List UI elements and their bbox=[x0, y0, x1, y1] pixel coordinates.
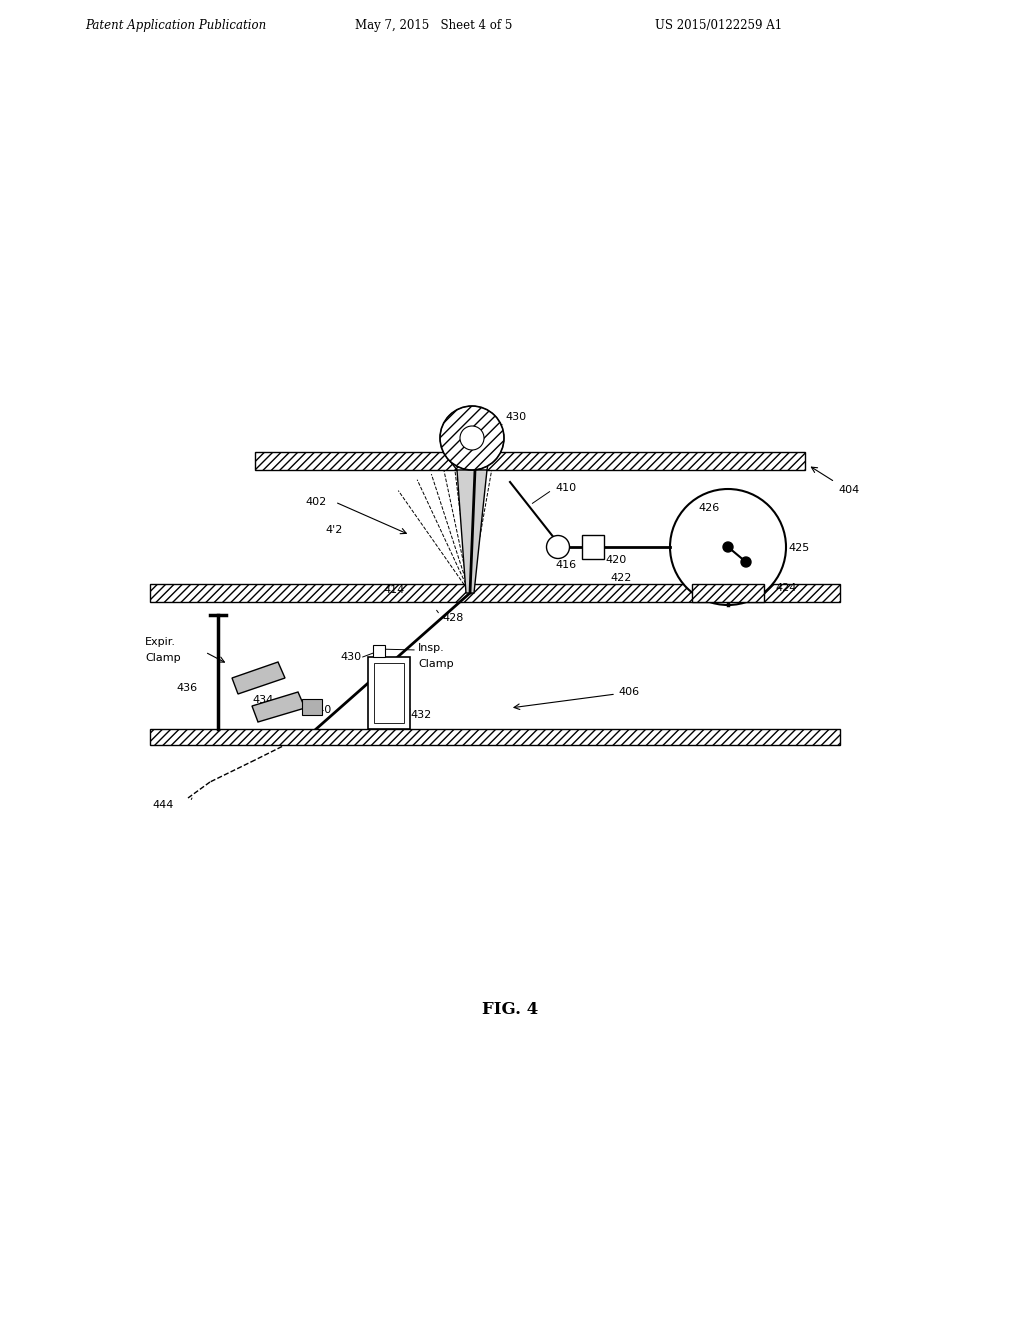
Bar bbox=[150, 583, 840, 602]
Text: 436: 436 bbox=[176, 682, 198, 693]
Bar bbox=[368, 657, 410, 729]
Text: 430: 430 bbox=[340, 652, 362, 663]
Text: 444: 444 bbox=[152, 800, 173, 810]
Circle shape bbox=[439, 407, 503, 470]
Circle shape bbox=[669, 488, 786, 605]
Text: 440: 440 bbox=[310, 705, 331, 715]
Bar bbox=[373, 645, 384, 657]
Bar bbox=[582, 535, 603, 558]
Text: 402: 402 bbox=[305, 498, 326, 507]
Text: 426: 426 bbox=[697, 503, 718, 513]
Text: Expir.: Expir. bbox=[145, 638, 176, 647]
Text: 432: 432 bbox=[410, 710, 431, 719]
Text: 422: 422 bbox=[609, 573, 631, 583]
Text: Clamp: Clamp bbox=[418, 659, 453, 669]
Circle shape bbox=[460, 426, 484, 450]
Text: 416: 416 bbox=[554, 560, 576, 570]
Text: 414: 414 bbox=[383, 585, 405, 595]
Text: Insp.: Insp. bbox=[418, 643, 444, 653]
Text: 434: 434 bbox=[252, 696, 273, 705]
Text: 430: 430 bbox=[504, 412, 526, 422]
Text: 410: 410 bbox=[554, 483, 576, 492]
Polygon shape bbox=[252, 692, 305, 722]
Circle shape bbox=[740, 557, 750, 568]
Polygon shape bbox=[231, 663, 284, 694]
Text: Patent Application Publication: Patent Application Publication bbox=[85, 18, 266, 32]
Text: 425: 425 bbox=[788, 543, 808, 553]
Circle shape bbox=[722, 543, 733, 552]
Text: US 2015/0122259 A1: US 2015/0122259 A1 bbox=[654, 18, 782, 32]
Text: 424: 424 bbox=[774, 583, 796, 593]
Bar bbox=[691, 583, 763, 602]
Text: 4'2: 4'2 bbox=[325, 525, 342, 535]
Bar bbox=[255, 451, 804, 470]
Text: Clamp: Clamp bbox=[145, 653, 180, 663]
Bar bbox=[302, 700, 322, 715]
Text: 404: 404 bbox=[838, 484, 858, 495]
Bar bbox=[374, 663, 404, 723]
Polygon shape bbox=[457, 470, 486, 593]
Text: 406: 406 bbox=[618, 686, 639, 697]
Text: 428: 428 bbox=[441, 612, 463, 623]
Circle shape bbox=[546, 536, 569, 558]
Text: 420: 420 bbox=[604, 554, 626, 565]
Text: May 7, 2015   Sheet 4 of 5: May 7, 2015 Sheet 4 of 5 bbox=[355, 18, 512, 32]
Bar bbox=[150, 729, 840, 744]
Text: FIG. 4: FIG. 4 bbox=[481, 1002, 538, 1019]
